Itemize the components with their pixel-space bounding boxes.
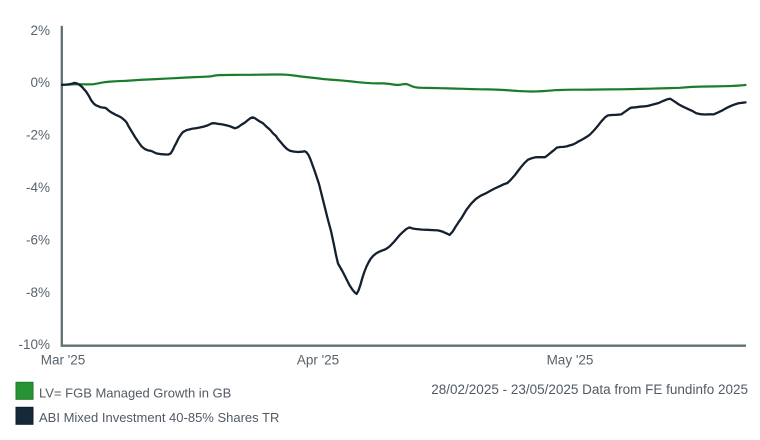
svg-text:Apr '25: Apr '25 bbox=[297, 353, 339, 368]
svg-text:-6%: -6% bbox=[26, 232, 50, 247]
svg-text:28/02/2025 - 23/05/2025 Data f: 28/02/2025 - 23/05/2025 Data from FE fun… bbox=[431, 382, 748, 397]
svg-text:0%: 0% bbox=[30, 75, 50, 90]
svg-text:-10%: -10% bbox=[18, 337, 50, 352]
svg-text:-8%: -8% bbox=[26, 285, 50, 300]
svg-text:2%: 2% bbox=[30, 23, 50, 38]
svg-text:May '25: May '25 bbox=[547, 353, 594, 368]
svg-text:Mar '25: Mar '25 bbox=[41, 353, 86, 368]
svg-text:-2%: -2% bbox=[26, 128, 50, 143]
svg-text:ABI Mixed Investment 40-85% Sh: ABI Mixed Investment 40-85% Shares TR bbox=[39, 410, 279, 425]
svg-text:LV= FGB Managed Growth in GB: LV= FGB Managed Growth in GB bbox=[39, 385, 231, 400]
svg-text:-4%: -4% bbox=[26, 180, 50, 195]
